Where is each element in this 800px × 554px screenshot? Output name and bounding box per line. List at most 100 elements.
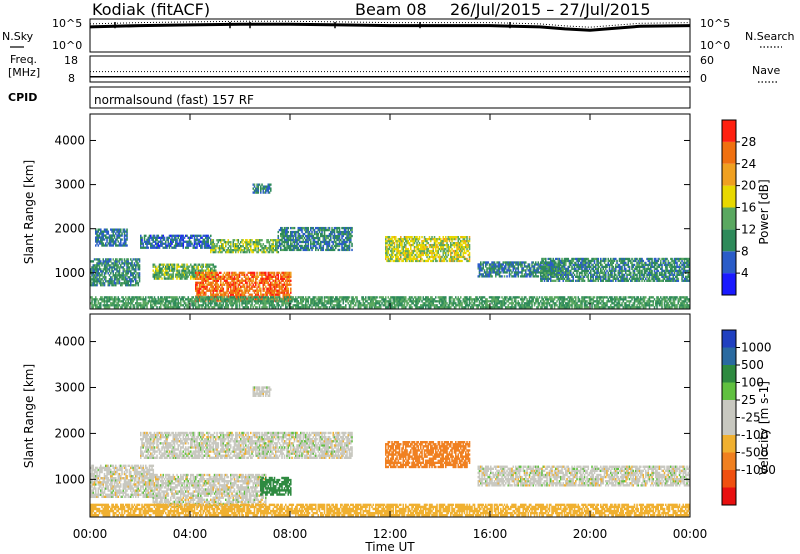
range-gate-cell <box>673 273 676 276</box>
range-gate-cell <box>183 269 186 272</box>
range-gate-cell <box>187 269 190 272</box>
range-gate-cell <box>196 238 198 241</box>
range-gate-cell <box>581 273 583 276</box>
range-gate-cell <box>311 226 313 230</box>
range-gate-cell <box>430 243 432 247</box>
range-gate-cell <box>461 259 463 263</box>
range-gate-cell <box>411 237 413 241</box>
range-gate-cell <box>137 262 140 265</box>
range-gate-cell <box>233 287 236 290</box>
range-gate-cell <box>201 267 203 270</box>
range-gate-cell <box>587 277 590 280</box>
range-gate-cell <box>97 270 100 273</box>
range-gate-cell <box>445 257 447 261</box>
range-gate-cell <box>211 277 213 280</box>
range-gate-cell <box>137 264 140 267</box>
range-gate-cell <box>268 191 271 194</box>
range-gate-cell <box>196 287 198 290</box>
range-gate-cell <box>210 271 212 275</box>
range-gate-cell <box>683 267 686 271</box>
range-gate-cell <box>93 264 96 267</box>
range-gate-cell <box>195 246 197 249</box>
range-gate-cell <box>235 293 237 296</box>
range-gate-cell <box>260 287 262 290</box>
range-gate-cell <box>576 273 578 276</box>
range-gate-cell <box>217 283 220 286</box>
range-gate-cell <box>343 238 346 242</box>
range-gate-cell <box>105 258 107 261</box>
range-gate-cell <box>240 297 242 300</box>
range-gate-cell <box>456 249 458 253</box>
range-gate-cell <box>115 284 117 287</box>
range-gate-cell <box>171 273 173 276</box>
range-gate-cell <box>201 236 203 239</box>
range-gate-cell <box>162 236 165 239</box>
range-gate-cell <box>113 266 116 269</box>
range-gate-cell <box>400 251 402 255</box>
range-gate-cell <box>125 238 127 241</box>
range-gate-cell <box>393 249 396 253</box>
range-gate-cell <box>235 245 237 248</box>
range-gate-cell <box>296 236 298 240</box>
range-gate-cell <box>212 250 215 254</box>
range-gate-cell <box>351 226 353 230</box>
range-gate-cell <box>336 226 338 230</box>
range-gate-cell <box>125 280 127 283</box>
range-gate-cell <box>535 261 537 264</box>
range-gate-cell <box>595 279 597 282</box>
range-gate-cell <box>207 236 210 239</box>
range-gate-cell <box>455 251 457 255</box>
range-gate-cell <box>138 266 141 269</box>
range-gate-cell <box>292 226 295 230</box>
range-gate-cell <box>283 230 286 234</box>
range-gate-cell <box>185 275 187 278</box>
range-gate-cell <box>291 238 293 242</box>
range-gate-cell <box>392 255 395 259</box>
range-gate-cell <box>402 259 405 263</box>
range-gate-cell <box>197 265 200 268</box>
range-gate-cell <box>118 262 121 265</box>
range-gate-cell <box>385 251 387 255</box>
range-gate-cell <box>283 281 286 284</box>
range-gate-cell <box>140 240 142 243</box>
range-gate-cell <box>177 269 180 272</box>
range-gate-cell <box>118 228 121 231</box>
range-gate-cell <box>678 259 681 263</box>
range-gate-cell <box>176 271 178 274</box>
range-gate-cell <box>462 239 465 243</box>
range-gate-cell <box>96 230 98 233</box>
range-gate-cell <box>95 302 97 305</box>
range-gate-cell <box>116 276 118 279</box>
range-gate-cell <box>253 243 256 246</box>
range-gate-cell <box>177 234 180 237</box>
range-gate-cell <box>95 232 97 235</box>
range-gate-cell <box>673 263 676 267</box>
range-gate-cell <box>462 247 465 251</box>
range-gate-cell <box>152 238 155 241</box>
range-gate-cell <box>331 246 333 250</box>
range-gate-cell <box>171 269 173 272</box>
range-gate-cell <box>461 239 463 243</box>
range-gate-cell <box>398 237 401 241</box>
range-gate-cell <box>220 241 222 244</box>
range-gate-cell <box>131 268 133 271</box>
range-gate-cell <box>455 241 457 245</box>
range-gate-cell <box>405 257 407 261</box>
range-gate-cell <box>531 263 533 266</box>
range-gate-cell <box>208 265 211 268</box>
range-gate-cell <box>102 242 105 245</box>
range-gate-cell <box>278 238 281 242</box>
range-gate-cell <box>413 245 416 249</box>
range-gate-cell <box>680 261 682 265</box>
range-gate-cell <box>306 234 308 238</box>
range-gate-cell <box>102 260 105 263</box>
range-gate-cell <box>408 259 411 263</box>
range-gate-cell <box>280 242 282 246</box>
range-gate-cell <box>116 234 118 237</box>
range-gate-cell <box>456 253 458 257</box>
range-gate-cell <box>676 261 678 265</box>
range-gate-cell <box>98 264 101 267</box>
range-gate-cell <box>385 243 387 247</box>
range-gate-cell <box>283 289 286 292</box>
range-gate-cell <box>197 242 200 245</box>
